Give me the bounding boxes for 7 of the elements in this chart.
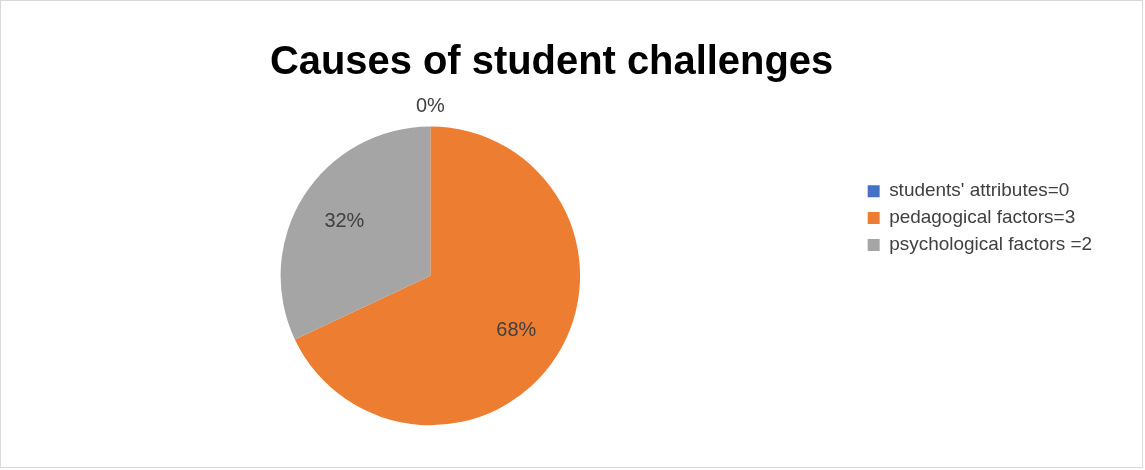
chart-title: Causes of student challenges (269, 37, 834, 82)
data-label: 68% (496, 317, 537, 340)
text: 0% (415, 94, 445, 117)
legend-label: psychological factors =2 (889, 233, 1093, 255)
legend-label: pedagogical factors=3 (889, 206, 1076, 228)
legend-label: students' attributes=0 (889, 179, 1070, 201)
data-label: 32% (324, 208, 365, 231)
